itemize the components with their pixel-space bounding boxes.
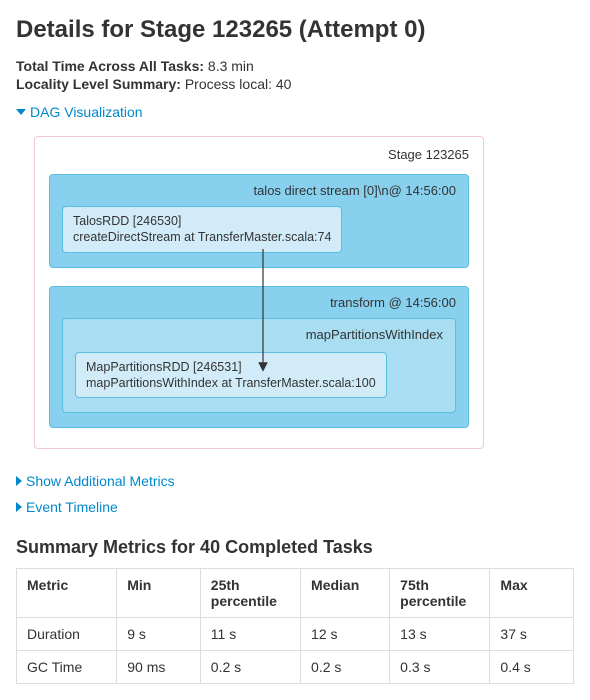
summary-metrics-title: Summary Metrics for 40 Completed Tasks [16, 537, 574, 558]
cell: GC Time [17, 651, 117, 684]
cell: 0.4 s [490, 651, 574, 684]
col-75th: 75th percentile [390, 569, 490, 618]
dag-node2-line2: mapPartitionsWithIndex at TransferMaster… [86, 376, 376, 390]
cell: 11 s [200, 618, 300, 651]
dag-node-line1: TalosRDD [246530] [73, 214, 181, 228]
event-timeline-label: Event Timeline [26, 499, 118, 515]
table-header-row: Metric Min 25th percentile Median 75th p… [17, 569, 574, 618]
summary-metrics-table: Metric Min 25th percentile Median 75th p… [16, 568, 574, 684]
chevron-right-icon [16, 476, 22, 486]
dag-node-line2: createDirectStream at TransferMaster.sca… [73, 230, 331, 244]
dag-node-talosrdd: TalosRDD [246530] createDirectStream at … [62, 206, 342, 253]
dag-node2-line1: MapPartitionsRDD [246531] [86, 360, 242, 374]
cell: 12 s [301, 618, 390, 651]
cell: 0.2 s [200, 651, 300, 684]
col-metric: Metric [17, 569, 117, 618]
dag-stage-label: Stage 123265 [49, 147, 469, 162]
total-time-value: 8.3 min [208, 58, 254, 74]
col-median: Median [301, 569, 390, 618]
dag-container: Stage 123265 talos direct stream [0]\n@ … [34, 136, 484, 449]
locality-value: Process local: 40 [185, 76, 292, 92]
col-max: Max [490, 569, 574, 618]
dag-block-stream: talos direct stream [0]\n@ 14:56:00 Talo… [49, 174, 469, 268]
cell: 9 s [117, 618, 201, 651]
locality-label: Locality Level Summary: [16, 76, 181, 92]
cell: Duration [17, 618, 117, 651]
cell: 13 s [390, 618, 490, 651]
dag-inner-label: mapPartitionsWithIndex [75, 327, 443, 342]
cell: 37 s [490, 618, 574, 651]
dag-visualization-toggle[interactable]: DAG Visualization [16, 104, 143, 120]
dag-block-transform-label: transform @ 14:56:00 [62, 295, 456, 310]
dag-block-transform: transform @ 14:56:00 mapPartitionsWithIn… [49, 286, 469, 429]
chevron-right-icon [16, 502, 22, 512]
dag-inner-mappartitions: mapPartitionsWithIndex MapPartitionsRDD … [62, 318, 456, 414]
dag-toggle-label: DAG Visualization [30, 104, 143, 120]
locality-line: Locality Level Summary: Process local: 4… [16, 76, 574, 92]
cell: 0.3 s [390, 651, 490, 684]
col-25th: 25th percentile [200, 569, 300, 618]
show-additional-metrics-toggle[interactable]: Show Additional Metrics [16, 473, 175, 489]
event-timeline-toggle[interactable]: Event Timeline [16, 499, 118, 515]
dag-block-stream-label: talos direct stream [0]\n@ 14:56:00 [62, 183, 456, 198]
table-row: Duration 9 s 11 s 12 s 13 s 37 s [17, 618, 574, 651]
total-time-line: Total Time Across All Tasks: 8.3 min [16, 58, 574, 74]
total-time-label: Total Time Across All Tasks: [16, 58, 204, 74]
dag-node-mappartitionsrdd: MapPartitionsRDD [246531] mapPartitionsW… [75, 352, 387, 399]
cell: 0.2 s [301, 651, 390, 684]
page-title: Details for Stage 123265 (Attempt 0) [16, 16, 574, 44]
col-min: Min [117, 569, 201, 618]
additional-metrics-label: Show Additional Metrics [26, 473, 175, 489]
chevron-down-icon [16, 109, 26, 115]
cell: 90 ms [117, 651, 201, 684]
table-row: GC Time 90 ms 0.2 s 0.2 s 0.3 s 0.4 s [17, 651, 574, 684]
